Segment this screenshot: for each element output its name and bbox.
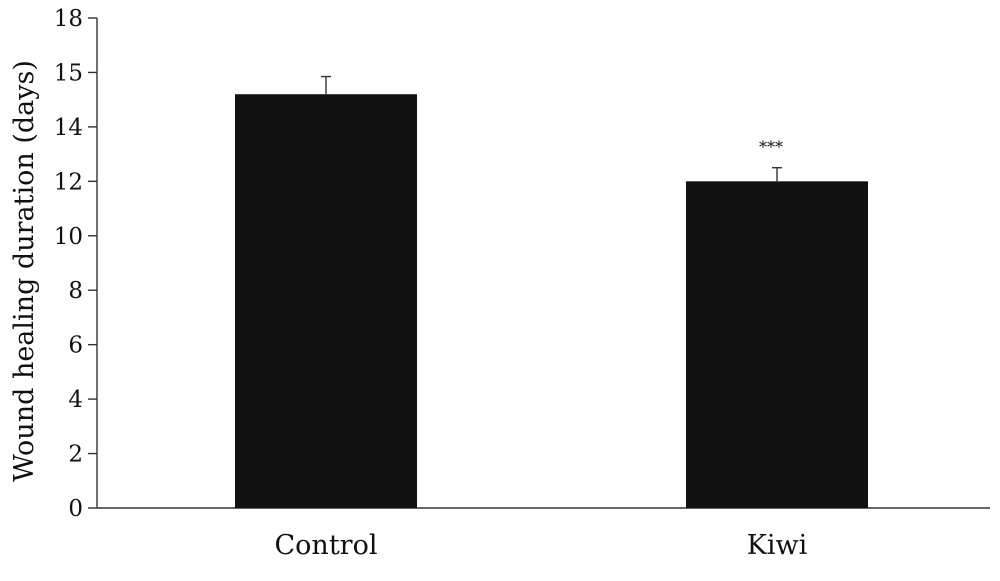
y-tick-label: 8 bbox=[68, 278, 83, 304]
y-axis-title: Wound healing duration (days) bbox=[9, 60, 40, 482]
y-tick-label: 15 bbox=[54, 60, 83, 86]
x-tick-label: Kiwi bbox=[747, 530, 808, 561]
x-tick-label: Control bbox=[275, 530, 378, 561]
y-tick-label: 10 bbox=[54, 224, 83, 250]
bar-kiwi bbox=[686, 181, 868, 509]
y-tick-label: 2 bbox=[68, 442, 83, 468]
y-tick-label: 12 bbox=[54, 169, 83, 195]
labels: 0 2 4 6 8 10 12 14 15 18 Control Kiwi *** Wound heali… bbox=[9, 6, 808, 561]
y-tick-label: 4 bbox=[68, 387, 83, 413]
y-tick-label: 0 bbox=[68, 496, 83, 522]
bar-control bbox=[235, 94, 417, 508]
y-tick-label: 14 bbox=[54, 115, 83, 141]
y-tick-label: 18 bbox=[54, 6, 83, 32]
bars bbox=[235, 75, 868, 509]
y-tick-label: 6 bbox=[68, 333, 83, 359]
significance-annotation: *** bbox=[759, 138, 783, 157]
